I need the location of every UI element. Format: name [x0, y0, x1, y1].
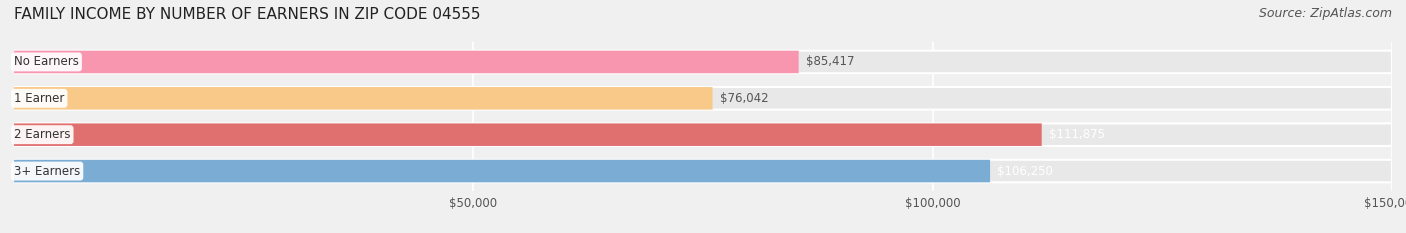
FancyBboxPatch shape [14, 51, 799, 73]
FancyBboxPatch shape [14, 51, 1392, 73]
FancyBboxPatch shape [14, 160, 1392, 182]
FancyBboxPatch shape [14, 160, 990, 182]
FancyBboxPatch shape [14, 123, 1392, 146]
Text: $106,250: $106,250 [997, 164, 1053, 178]
Text: Source: ZipAtlas.com: Source: ZipAtlas.com [1258, 7, 1392, 20]
FancyBboxPatch shape [14, 87, 1392, 110]
Text: No Earners: No Earners [14, 55, 79, 69]
Text: 1 Earner: 1 Earner [14, 92, 65, 105]
Text: $76,042: $76,042 [720, 92, 769, 105]
FancyBboxPatch shape [14, 87, 713, 110]
Text: 3+ Earners: 3+ Earners [14, 164, 80, 178]
FancyBboxPatch shape [14, 123, 1042, 146]
Text: 2 Earners: 2 Earners [14, 128, 70, 141]
Text: $111,875: $111,875 [1049, 128, 1105, 141]
Text: FAMILY INCOME BY NUMBER OF EARNERS IN ZIP CODE 04555: FAMILY INCOME BY NUMBER OF EARNERS IN ZI… [14, 7, 481, 22]
Text: $85,417: $85,417 [806, 55, 855, 69]
